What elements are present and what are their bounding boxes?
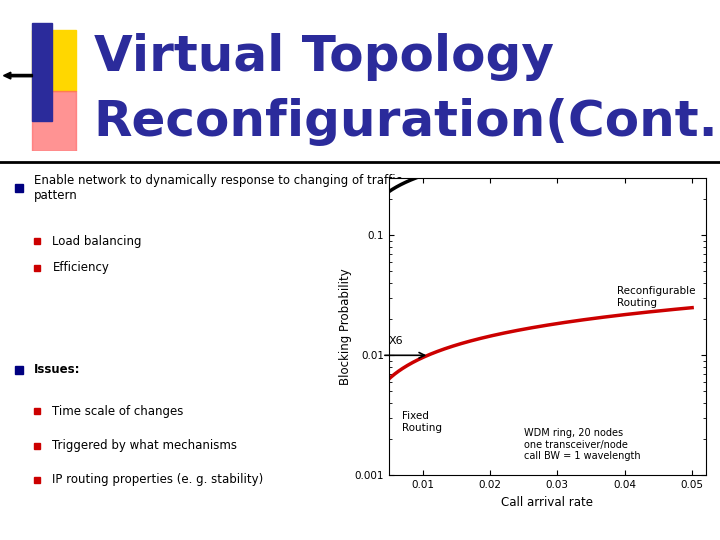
Text: IP routing properties (e. g. stability): IP routing properties (e. g. stability) (53, 473, 264, 486)
Bar (32, 30, 76, 91)
FancyArrow shape (4, 72, 32, 79)
Text: Reconfigurable
Routing: Reconfigurable Routing (617, 286, 696, 308)
Text: Time scale of changes: Time scale of changes (53, 405, 184, 418)
Text: Fixed
Routing: Fixed Routing (402, 411, 442, 433)
Text: WDM ring, 20 nodes
one transceiver/node
call BW = 1 wavelength: WDM ring, 20 nodes one transceiver/node … (523, 428, 640, 461)
Text: Efficiency: Efficiency (53, 261, 109, 274)
X-axis label: Call arrival rate: Call arrival rate (501, 496, 593, 509)
Text: Load balancing: Load balancing (53, 235, 142, 248)
Text: Enable network to dynamically response to changing of traffic
pattern: Enable network to dynamically response t… (34, 174, 402, 202)
Text: Virtual Topology: Virtual Topology (94, 33, 554, 81)
Y-axis label: Blocking Probability: Blocking Probability (338, 268, 351, 385)
Bar (32, 23, 52, 121)
Text: Reconfiguration(Cont.): Reconfiguration(Cont.) (94, 98, 720, 146)
Text: Issues:: Issues: (34, 363, 80, 376)
Bar (32, 91, 76, 151)
Text: Triggered by what mechanisms: Triggered by what mechanisms (53, 439, 238, 452)
Text: X6: X6 (388, 336, 403, 346)
